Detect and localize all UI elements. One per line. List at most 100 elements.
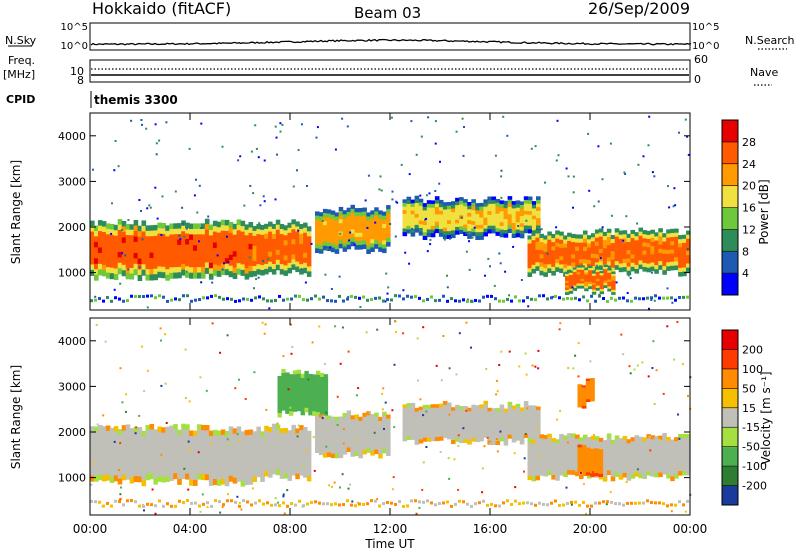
heat-cell [315,227,320,233]
heat-cell [511,233,517,238]
heat-cell [133,465,139,472]
heat-cell [105,267,111,274]
heat-cell [189,229,194,235]
heat-speck [274,299,277,303]
power-colorbar-label: Power [dB] [757,179,771,244]
heat-cell [308,373,313,379]
heat-cell [224,447,230,454]
heat-speck [146,306,149,309]
heat-cell [594,464,599,468]
heat-speck [323,362,326,365]
heat-cell [418,410,424,415]
heat-cell [666,449,671,454]
heat-speck [194,501,197,505]
freq-tick-bottom: 8 [77,74,84,87]
heat-cell [563,460,568,465]
heat-cell [438,229,444,234]
heat-cell [370,226,375,232]
heat-cell [610,464,616,469]
heat-cell [326,225,332,231]
heat-cell [418,432,424,437]
heat-cell [366,228,371,234]
heat-cell [487,196,492,201]
heat-cell [248,429,254,436]
heat-speck [119,282,122,285]
heat-cell [463,424,468,429]
heat-cell [459,211,464,216]
heat-cell [585,466,591,470]
heat-cell [402,221,408,226]
heat-cell [268,472,273,478]
heat-cell [414,418,420,423]
heat-cell [491,415,497,420]
heat-speck [534,365,537,368]
heat-cell [599,291,604,295]
heat-cell [169,239,174,246]
heat-cell [153,235,158,242]
heat-cell [346,418,352,424]
heat-speck [349,231,352,234]
heat-cell [264,430,269,437]
heat-cell [654,232,659,237]
heat-cell [366,411,371,416]
heat-cell [185,440,190,447]
heat-cell [137,253,143,260]
heat-cell [374,412,379,418]
heat-cell [630,238,636,243]
heat-cell [402,224,408,229]
heat-cell [551,454,556,459]
heat-cell [622,440,628,445]
heat-cell [312,407,317,412]
heat-speck [297,149,300,151]
heat-cell [603,273,608,277]
heat-cell [459,435,464,440]
heat-cell [318,224,324,230]
heat-cell [204,446,210,453]
heat-cell [682,255,687,260]
heat-cell [426,434,432,439]
heat-cell [137,269,143,276]
heat-cell [610,468,616,474]
heat-cell [455,230,460,235]
heat-cell [236,224,242,231]
heat-speck [577,375,580,378]
heat-cell [611,283,616,286]
heat-speck [390,116,393,119]
heat-cell [330,453,336,459]
heat-cell [137,432,143,439]
heat-cell [145,463,151,470]
heat-cell [264,435,269,442]
heat-cell [634,269,640,274]
heat-cell [330,437,336,442]
heat-cell [591,291,597,295]
heat-speck [334,148,337,151]
heat-cell [642,250,647,256]
heat-speck [140,119,143,121]
heat-cell [555,476,560,481]
heat-cell [268,447,273,453]
heat-speck [460,216,463,219]
heat-cell [670,228,675,234]
heat-cell [577,463,583,467]
heat-cell [568,272,574,276]
heat-cell [563,243,568,249]
heat-cell [536,210,541,215]
heat-cell [304,379,309,384]
heat-cell [598,257,604,262]
heat-cell [402,404,408,409]
heat-speck [90,483,93,486]
heat-cell [386,205,391,210]
heat-cell [109,466,115,473]
heat-cell [430,207,436,212]
heat-cell [291,219,296,225]
heat-cell [204,257,210,263]
heat-cell [304,395,309,401]
heat-cell [559,243,564,249]
heat-speck [534,298,537,302]
heat-cell [527,427,533,432]
heat-cell [519,205,525,210]
heat-speck [304,449,307,452]
heat-cell [212,429,218,436]
heat-cell [402,426,408,431]
heat-cell [287,465,292,471]
